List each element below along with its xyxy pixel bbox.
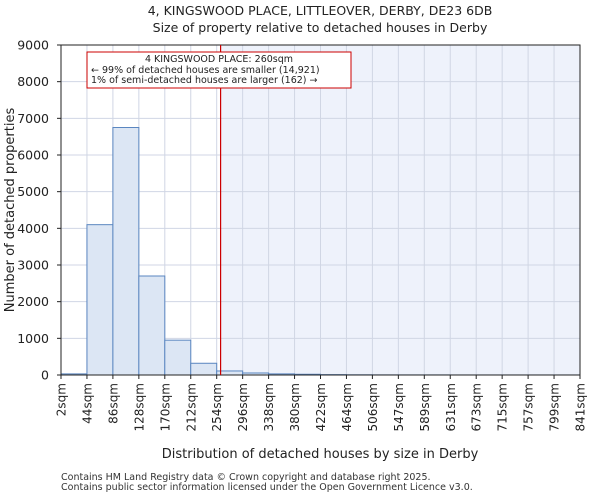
x-tick-label-16: 673sqm — [470, 383, 484, 431]
x-tick-label-0: 2sqm — [55, 383, 69, 416]
x-tick-label-11: 464sqm — [340, 383, 354, 431]
x-tick-label-3: 128sqm — [132, 383, 146, 431]
y-tick-label-0: 0 — [41, 368, 49, 383]
annotation-line-2: ← 99% of detached houses are smaller (14… — [91, 65, 320, 76]
bar-2 — [112, 127, 140, 376]
y-tick-label-8: 8000 — [17, 74, 49, 89]
chart-title: 4, KINGSWOOD PLACE, LITTLEOVER, DERBY, D… — [148, 3, 493, 18]
annotation-box — [86, 51, 352, 89]
footer-line-2: Contains public sector information licen… — [61, 482, 473, 493]
y-tick-label-5: 5000 — [17, 184, 49, 199]
bar-4 — [164, 339, 192, 376]
annotation-line-3: 1% of semi-detached houses are larger (1… — [91, 75, 318, 86]
bar-3 — [138, 275, 166, 376]
x-tick-label-7: 296sqm — [236, 383, 250, 431]
y-tick-label-1: 1000 — [17, 331, 49, 346]
y-axis-label: Number of detached properties — [3, 108, 18, 313]
y-tick-label-7: 7000 — [17, 111, 49, 126]
x-tick-label-19: 799sqm — [548, 383, 562, 431]
x-tick-label-8: 338sqm — [262, 383, 276, 431]
x-tick-label-10: 422sqm — [314, 383, 328, 431]
y-tick-label-4: 4000 — [17, 221, 49, 236]
y-tick-label-2: 2000 — [17, 294, 49, 309]
chart-subtitle: Size of property relative to detached ho… — [153, 20, 488, 35]
x-tick-label-1: 44sqm — [80, 383, 94, 424]
footer-line-1: Contains HM Land Registry data © Crown c… — [61, 472, 431, 483]
x-tick-label-4: 170sqm — [158, 383, 172, 431]
x-tick-label-2: 86sqm — [106, 383, 120, 424]
bar-5 — [190, 362, 218, 376]
x-tick-label-14: 589sqm — [418, 383, 432, 431]
x-tick-label-15: 631sqm — [444, 383, 458, 431]
x-axis-label: Distribution of detached houses by size … — [162, 447, 479, 462]
x-tick-label-9: 380sqm — [288, 383, 302, 431]
x-tick-label-20: 841sqm — [574, 383, 588, 431]
x-tick-label-12: 506sqm — [366, 383, 380, 431]
annotation-line-1: 4 KINGSWOOD PLACE: 260sqm — [145, 54, 293, 65]
x-tick-label-18: 757sqm — [522, 383, 536, 431]
x-tick-label-17: 715sqm — [496, 383, 510, 431]
y-tick-label-9: 9000 — [17, 38, 49, 53]
bar-1 — [86, 224, 114, 376]
x-tick-label-6: 254sqm — [210, 383, 224, 431]
plot-area: 0 1000 2000 3000 4000 5000 6000 7000 8000 9000 2sq… — [17, 38, 587, 432]
highlight-region — [220, 45, 580, 375]
x-tick-label-13: 547sqm — [392, 383, 406, 431]
y-tick-label-6: 6000 — [17, 148, 49, 163]
y-tick-label-3: 3000 — [17, 258, 49, 273]
x-tick-label-5: 212sqm — [184, 383, 198, 431]
